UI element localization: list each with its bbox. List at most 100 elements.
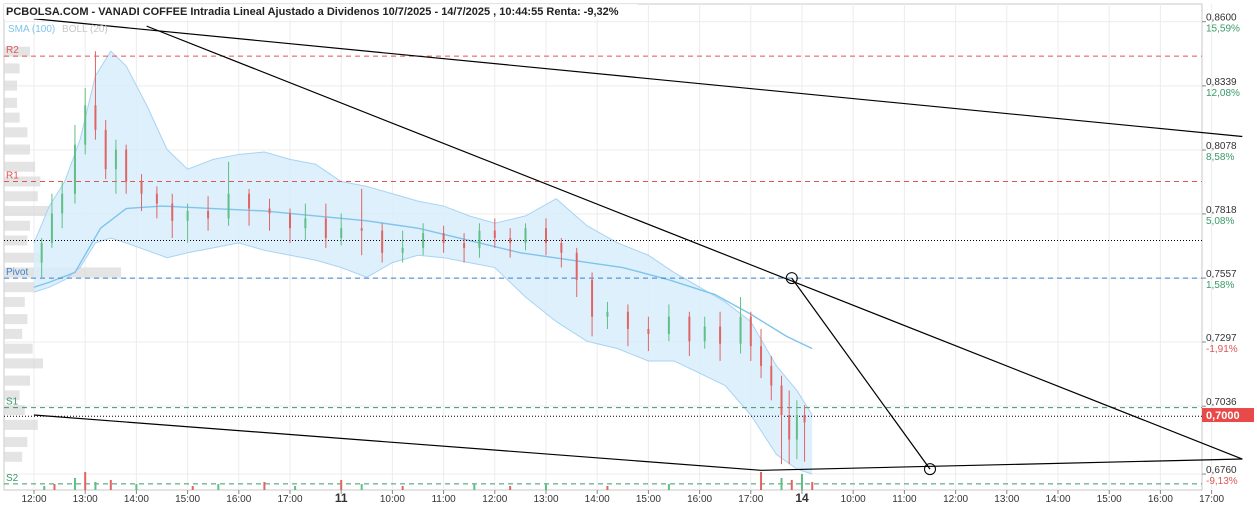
candle-body-11 (171, 203, 174, 221)
candle-body-33 (575, 252, 578, 280)
x-tick-label-8: 11:00 (431, 494, 456, 505)
volume-profile-bar-22 (4, 390, 20, 401)
volume-bar-10 (294, 486, 297, 490)
volume-bar-1 (53, 484, 56, 490)
volume-bar-22 (801, 474, 803, 490)
candle-body-8 (125, 149, 128, 182)
candle-body-45 (770, 365, 773, 386)
x-tick-label-6: 11 (335, 491, 348, 505)
x-tick-label-12: 15:00 (636, 494, 661, 505)
volume-profile-bar-9 (4, 191, 38, 202)
volume-bar-0 (43, 486, 46, 490)
x-tick-label-10: 13:00 (533, 494, 558, 505)
x-axis: 12:00 13:00 14:00 15:00 16:00 17:00 11 10:00 11:… (21, 490, 1225, 505)
volume-bar-6 (135, 484, 138, 490)
sma-100-line (33, 205, 813, 350)
y-tick-pct-5: -1,91% (1206, 344, 1238, 355)
candle-body-6 (104, 129, 107, 170)
title-background (4, 4, 638, 19)
x-tick-label-20: 14:00 (1045, 494, 1070, 505)
volume-profile-bar-25 (4, 437, 28, 448)
x-tick-label-17: 11:00 (892, 494, 917, 505)
x-tick-label-1: 13:00 (73, 494, 98, 505)
x-tick-label-2: 14:00 (124, 494, 149, 505)
candle-body-18 (304, 218, 307, 229)
trendline-4 (791, 277, 931, 470)
volume-profile-bar-17 (4, 314, 28, 325)
volume-profile-bar-23 (4, 405, 25, 416)
volume-bar-7 (191, 486, 194, 490)
y-tick-price-4: 0,7557 (1206, 269, 1237, 280)
volume-profile-bar-13 (4, 252, 43, 263)
y-tick-pct-0: 15,59% (1206, 24, 1240, 35)
candle-body-15 (248, 193, 251, 209)
x-tick-label-23: 17:00 (1199, 494, 1224, 505)
x-tick-label-22: 16:00 (1148, 494, 1173, 505)
chart-title: PCBOLSA.COM - VANADI COFFEE Intradia Lin… (6, 6, 619, 18)
candle-body-41 (719, 326, 722, 344)
x-tick-label-15: 14 (795, 491, 809, 505)
volume-profile-bar-5 (4, 127, 28, 138)
volume-bar-20 (780, 478, 783, 490)
candle-body-28 (493, 230, 496, 239)
x-tick-label-11: 14:00 (585, 494, 610, 505)
volume-bar-23 (811, 482, 814, 490)
bollinger-upper-line (33, 50, 813, 416)
trendline-0 (33, 18, 1243, 138)
trendline-2 (33, 414, 762, 471)
last-price-label: 0,7000 (1206, 410, 1240, 422)
candle-body-39 (688, 316, 691, 342)
sma-line (33, 205, 813, 350)
candle-body-17 (289, 213, 291, 229)
candle-body-2 (61, 193, 64, 214)
volume-profile-bar-26 (4, 451, 23, 462)
volume-profile-bar-21 (4, 375, 30, 386)
volume-profile-bar-20 (4, 358, 43, 369)
volume-bar-8 (217, 484, 220, 490)
level-label-r1: R1 (6, 170, 19, 181)
volume-profile-bar-24 (4, 419, 38, 430)
volume-profile-bar-1 (4, 63, 20, 74)
volume-bar-3 (84, 472, 87, 490)
x-tick-label-13: 16:00 (687, 494, 712, 505)
volume-profile-bar-3 (4, 97, 17, 108)
y-tick-price-2: 0,8078 (1206, 141, 1237, 152)
candle-body-47 (788, 415, 791, 440)
x-tick-label-19: 13:00 (994, 494, 1019, 505)
level-label-pivot: Pivot (6, 267, 28, 278)
candle-body-20 (340, 228, 343, 239)
volume-bar-13 (401, 486, 404, 490)
trendline-1 (146, 25, 1243, 460)
candle-body-46 (780, 385, 783, 416)
x-tick-label-21: 15:00 (1097, 494, 1122, 505)
candle-body-13 (207, 210, 210, 219)
candle-body-48 (795, 415, 798, 440)
candle-body-9 (140, 181, 143, 194)
candle-body-40 (703, 326, 706, 342)
volume-profile-bar-15 (4, 282, 36, 293)
volume-profile-bar-11 (4, 220, 30, 231)
trendline-marker-1 (924, 463, 936, 476)
y-tick-pct-2: 8,58% (1206, 152, 1234, 163)
candle-body-37 (647, 328, 650, 334)
candle-body-35 (606, 311, 609, 317)
candle-body-38 (667, 316, 670, 334)
x-tick-label-4: 16:00 (226, 494, 251, 505)
volume-bar-19 (760, 472, 763, 490)
x-tick-label-3: 15:00 (175, 494, 200, 505)
volume-profile-bar-4 (4, 112, 20, 123)
volume-profile-bar-0 (4, 46, 30, 57)
trendline-marker-0 (785, 272, 798, 285)
x-tick-label-18: 12:00 (943, 494, 968, 505)
x-tick-label-0: 12:00 (21, 494, 46, 505)
candle-body-43 (749, 316, 752, 347)
candle-body-42 (739, 316, 742, 344)
volume-bar-14 (473, 484, 476, 490)
candle-body-3 (73, 144, 76, 194)
level-label-s1: S1 (6, 397, 19, 408)
candle-body-22 (381, 230, 384, 253)
volume-profile-bar-12 (4, 235, 28, 246)
